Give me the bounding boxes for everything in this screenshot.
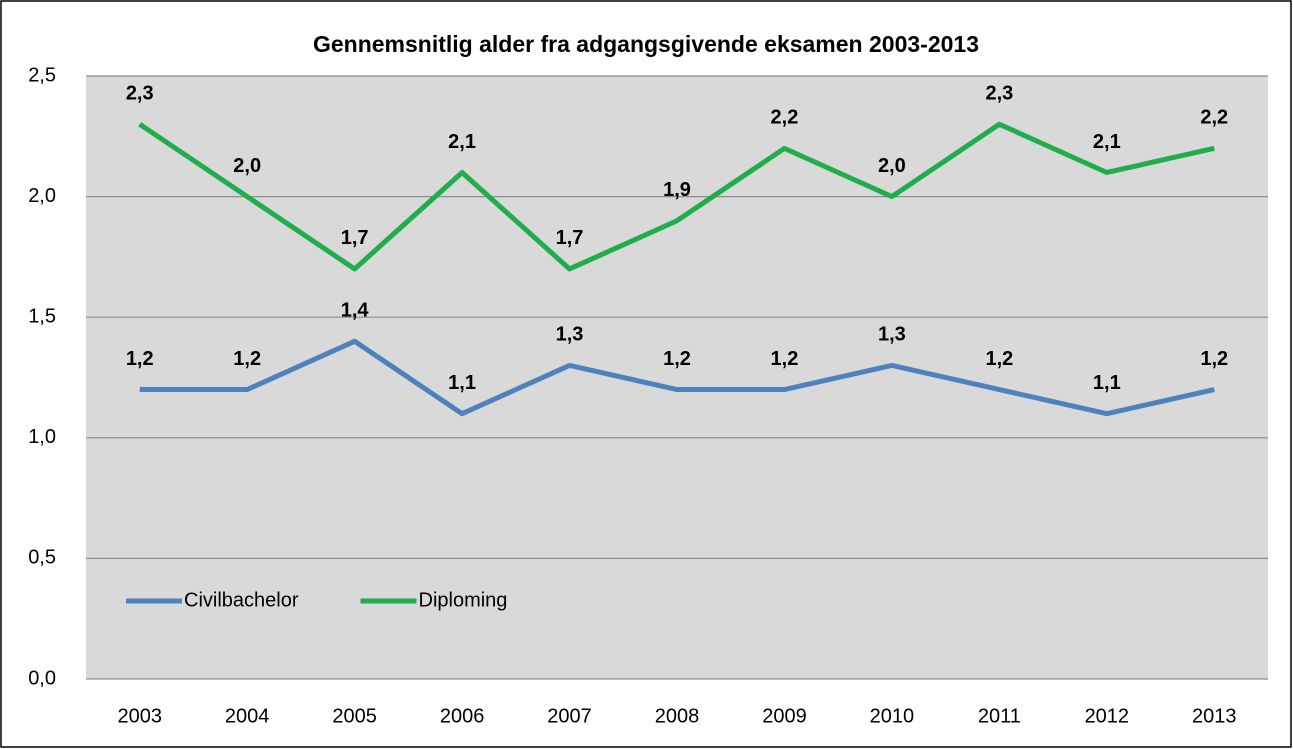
y-tick-label: 0,5 — [28, 547, 56, 569]
x-tick-label: 2006 — [440, 705, 485, 727]
data-label: 1,7 — [556, 227, 584, 249]
data-label: 2,2 — [771, 107, 799, 129]
data-label: 2,0 — [233, 155, 261, 177]
x-tick-label: 2004 — [225, 705, 270, 727]
x-tick-label: 2013 — [1192, 705, 1237, 727]
data-label: 2,3 — [126, 83, 154, 105]
x-tick-label: 2011 — [978, 705, 1021, 727]
data-label: 1,2 — [233, 348, 261, 370]
data-label: 1,2 — [1200, 348, 1228, 370]
x-tick-label: 2010 — [870, 705, 915, 727]
data-label: 2,2 — [1200, 107, 1228, 129]
data-label: 2,3 — [985, 83, 1013, 105]
data-label: 1,1 — [448, 372, 476, 394]
chart-title: Gennemsnitlig alder fra adgangsgivende e… — [313, 31, 979, 57]
data-label: 1,3 — [556, 324, 584, 346]
data-label: 1,1 — [1093, 372, 1121, 394]
x-tick-label: 2008 — [655, 705, 700, 727]
data-label: 1,2 — [663, 348, 691, 370]
data-label: 1,2 — [985, 348, 1013, 370]
data-label: 1,2 — [126, 348, 154, 370]
data-label: 1,4 — [341, 300, 370, 322]
plot-area — [86, 76, 1268, 679]
x-tick-label: 2003 — [117, 705, 162, 727]
y-tick-label: 1,0 — [28, 426, 56, 448]
data-label: 1,9 — [663, 179, 691, 201]
y-tick-label: 0,0 — [28, 667, 56, 689]
legend-label: Diploming — [419, 589, 508, 611]
x-tick-label: 2009 — [762, 705, 807, 727]
legend-label: Civilbachelor — [184, 589, 299, 611]
x-tick-label: 2012 — [1085, 705, 1130, 727]
data-label: 2,1 — [1093, 131, 1121, 153]
y-tick-label: 2,0 — [28, 185, 56, 207]
y-tick-label: 1,5 — [28, 305, 56, 327]
data-label: 1,7 — [341, 227, 369, 249]
x-tick-label: 2007 — [547, 705, 592, 727]
data-label: 2,0 — [878, 155, 906, 177]
data-label: 1,2 — [771, 348, 799, 370]
y-tick-label: 2,5 — [28, 64, 56, 86]
x-tick-label: 2005 — [332, 705, 377, 727]
series-line — [139, 338, 1215, 417]
data-label: 2,1 — [448, 131, 476, 153]
series-line — [138, 121, 1215, 272]
data-label: 1,3 — [878, 324, 906, 346]
